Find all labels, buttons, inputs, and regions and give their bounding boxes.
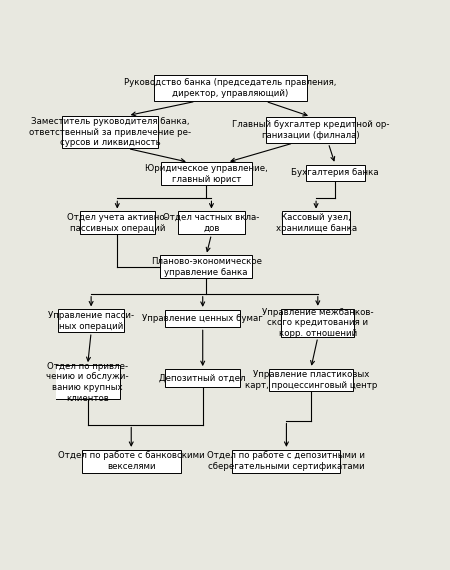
- Text: Юридическое управление,
главный юрист: Юридическое управление, главный юрист: [145, 164, 268, 184]
- Text: Главный бухгалтер кредитной ор-
ганизации (филнала): Главный бухгалтер кредитной ор- ганизаци…: [232, 120, 390, 140]
- Text: Управление пластиковых
карт, процессинговый центр: Управление пластиковых карт, процессинго…: [245, 370, 377, 390]
- FancyBboxPatch shape: [81, 450, 181, 473]
- Text: Управление ценных бумаг: Управление ценных бумаг: [142, 314, 263, 323]
- FancyBboxPatch shape: [165, 310, 240, 327]
- FancyBboxPatch shape: [269, 369, 353, 392]
- Text: Отдел частных вкла-
дов: Отдел частных вкла- дов: [163, 213, 260, 233]
- Text: Отдел по работе с депозитными и
сберегательными сертификатами: Отдел по работе с депозитными и сберегат…: [207, 451, 365, 471]
- Text: Планово-экономическое
управление банка: Планово-экономическое управление банка: [151, 257, 262, 276]
- FancyBboxPatch shape: [232, 450, 341, 473]
- Text: Управление пасси-
ных операций: Управление пасси- ных операций: [48, 311, 134, 331]
- FancyBboxPatch shape: [63, 116, 158, 149]
- FancyBboxPatch shape: [266, 117, 356, 143]
- FancyBboxPatch shape: [55, 365, 120, 400]
- FancyBboxPatch shape: [281, 309, 355, 337]
- FancyBboxPatch shape: [161, 162, 252, 185]
- Text: Бухгалтерия банка: Бухгалтерия банка: [292, 168, 379, 177]
- Text: Кассовый узел,
хранилище банка: Кассовый узел, хранилище банка: [275, 213, 357, 233]
- Text: Заместитель руководителя банка,
ответственный за привлечение ре-
сурсов и ликвид: Заместитель руководителя банка, ответств…: [29, 117, 191, 147]
- Text: Отдел по работе с банковскими
векселями: Отдел по работе с банковскими векселями: [58, 451, 205, 471]
- FancyBboxPatch shape: [306, 165, 365, 181]
- FancyBboxPatch shape: [160, 255, 252, 278]
- Text: Отдел учета активно-
пассивных операций: Отдел учета активно- пассивных операций: [67, 213, 168, 233]
- FancyBboxPatch shape: [282, 211, 350, 234]
- FancyBboxPatch shape: [58, 310, 124, 332]
- Text: Депозитный отдел: Депозитный отдел: [159, 373, 246, 382]
- FancyBboxPatch shape: [154, 75, 307, 101]
- Text: Руководство банка (председатель правления,
директор, управляющий): Руководство банка (председатель правлени…: [125, 78, 337, 98]
- FancyBboxPatch shape: [178, 211, 245, 234]
- Text: Отдел по привле-
чению и обслужи-
ванию крупных
клиентов: Отдел по привле- чению и обслужи- ванию …: [46, 361, 129, 403]
- FancyBboxPatch shape: [80, 211, 155, 234]
- FancyBboxPatch shape: [165, 369, 240, 386]
- Text: Управление межбанков-
ского кредитования и
корр. отношений: Управление межбанков- ского кредитования…: [262, 308, 374, 338]
